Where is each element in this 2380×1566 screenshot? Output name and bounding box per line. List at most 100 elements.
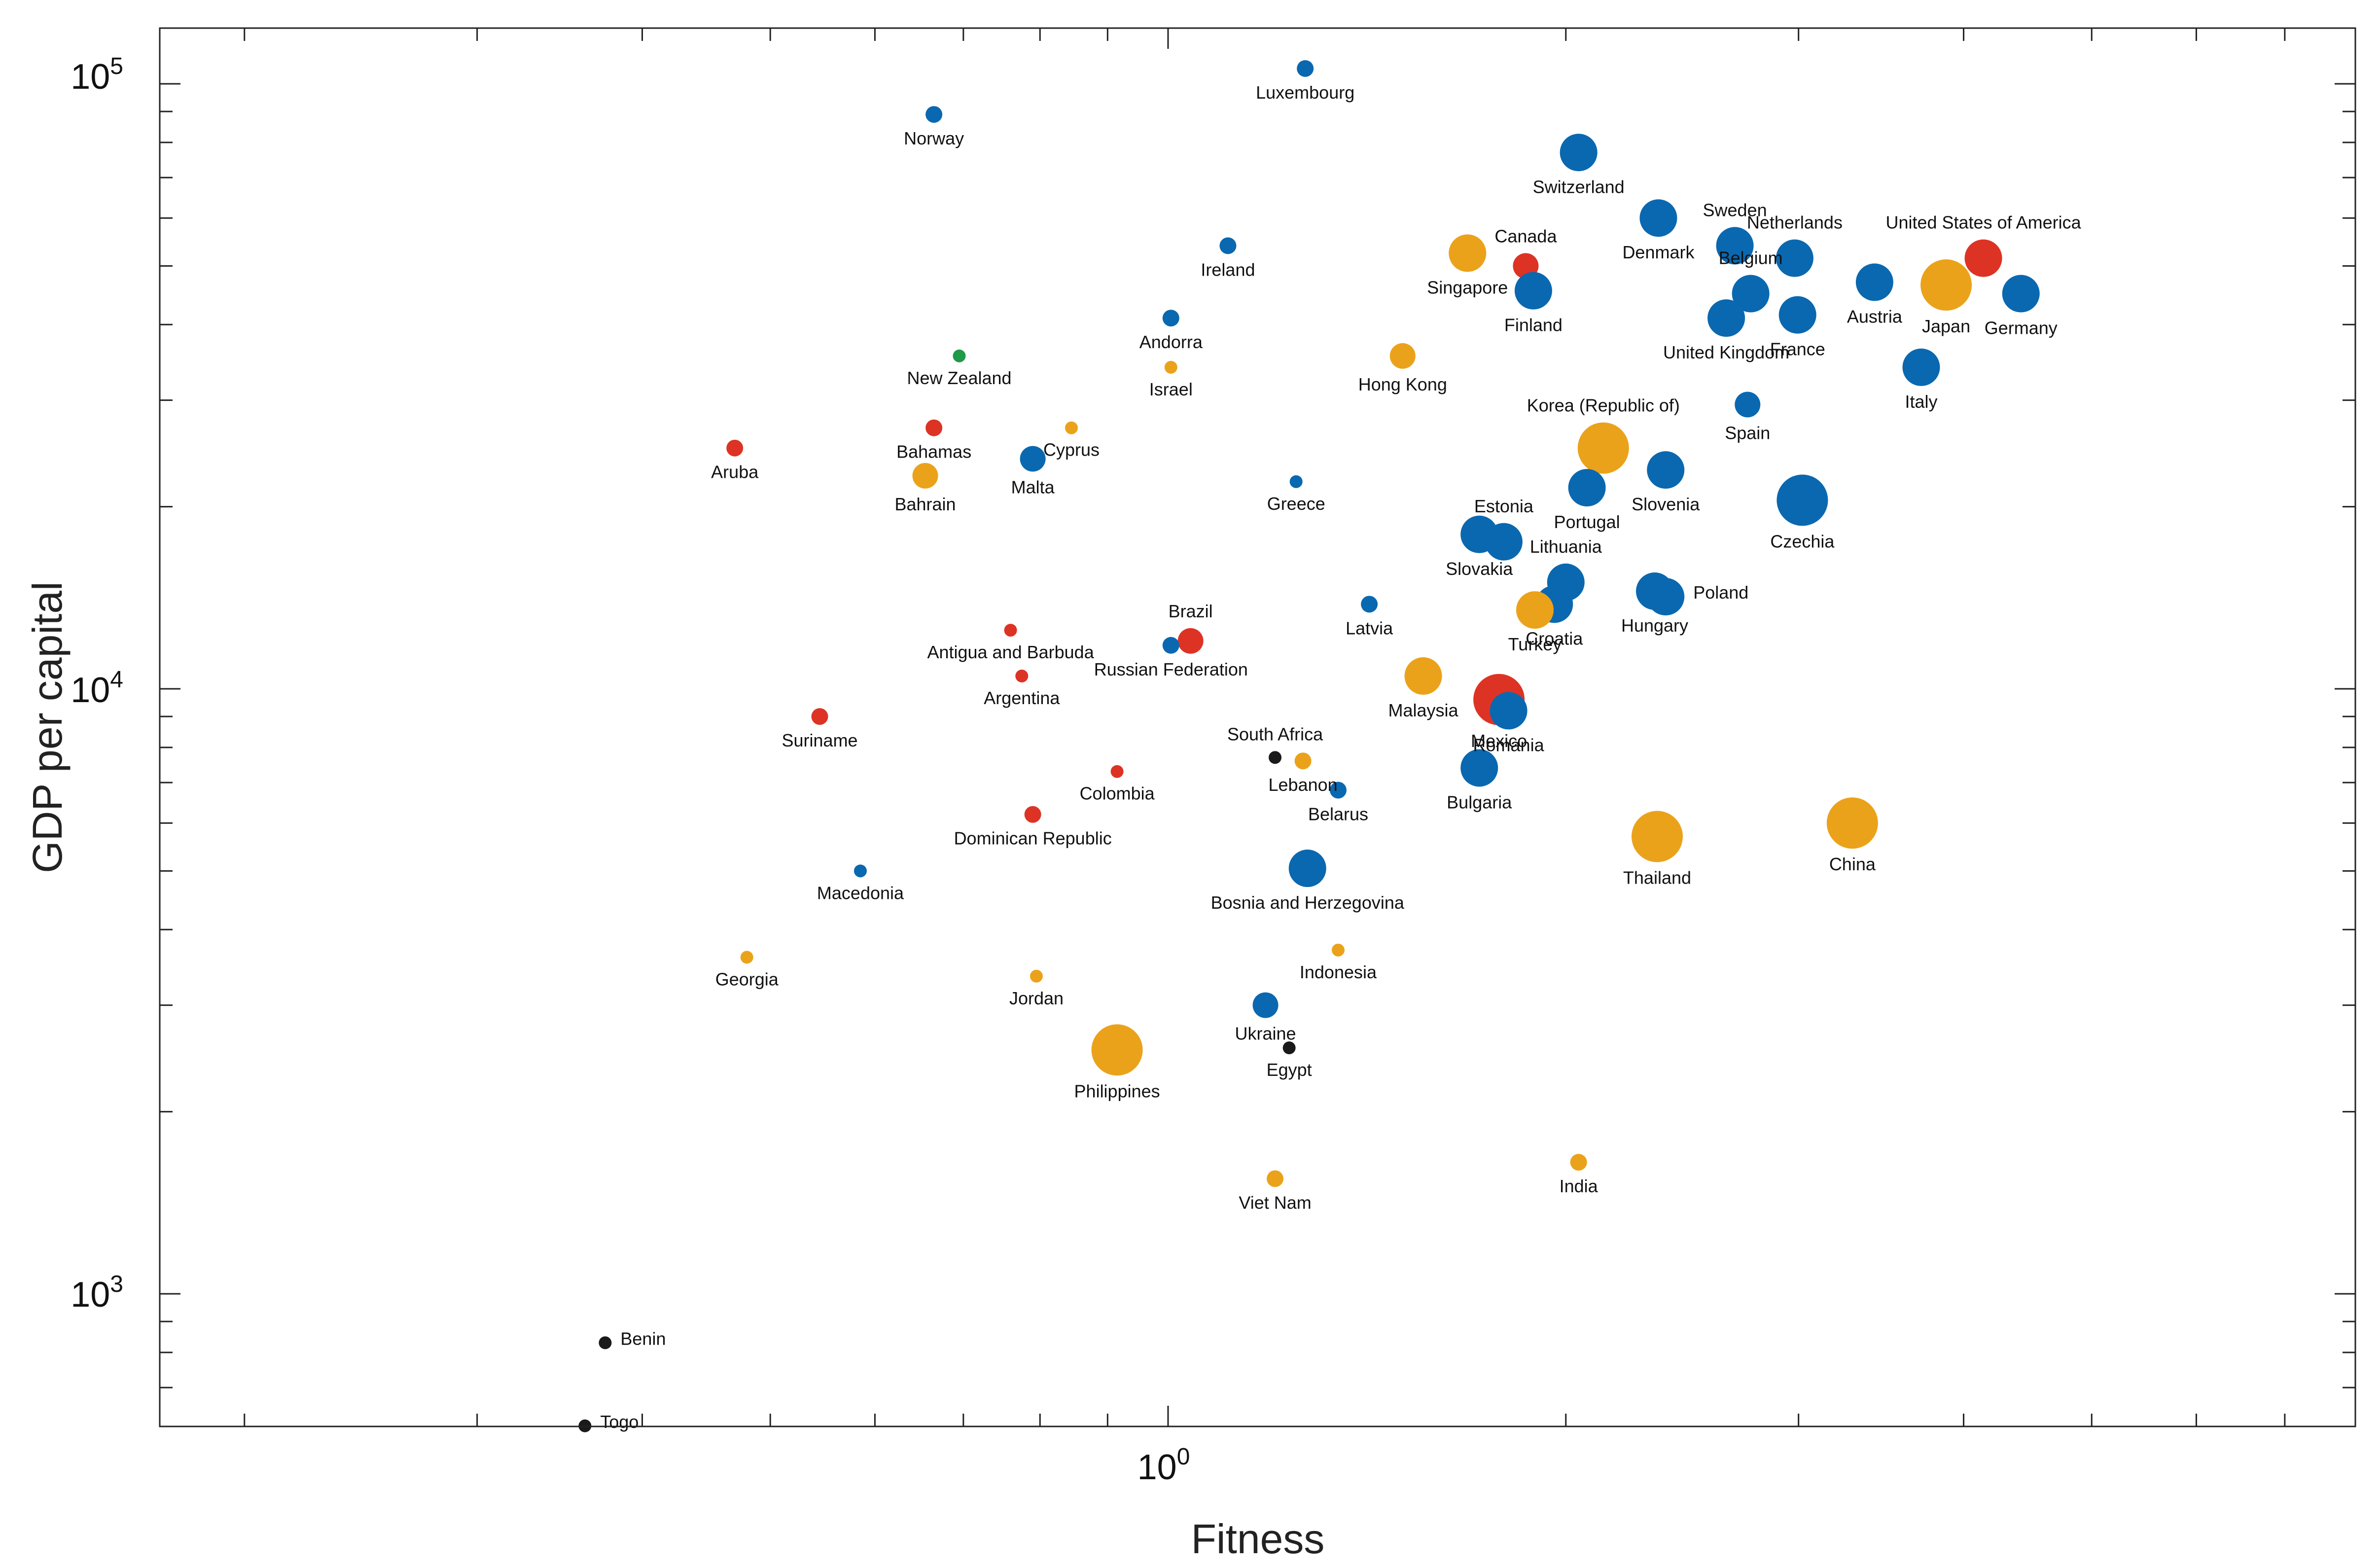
point-latvia (1361, 596, 1378, 613)
label-lebanon: Lebanon (1269, 775, 1338, 795)
point-aruba (726, 439, 744, 457)
point-dominican-republic (1024, 806, 1041, 823)
label-andorra: Andorra (1139, 332, 1203, 352)
point-italy (1902, 348, 1940, 386)
label-ireland: Ireland (1201, 259, 1255, 280)
point-egypt (1282, 1041, 1296, 1055)
axis-ticks (160, 28, 2355, 1426)
label-new-zealand: New Zealand (907, 368, 1011, 388)
point-malaysia (1404, 657, 1442, 695)
label-malaysia: Malaysia (1388, 700, 1459, 720)
point-colombia (1110, 765, 1124, 778)
point-sweden (1716, 227, 1754, 265)
point-malta (1020, 446, 1046, 472)
label-greece: Greece (1267, 494, 1325, 514)
label-netherlands: Netherlands (1747, 213, 1843, 233)
label-indonesia: Indonesia (1300, 962, 1377, 982)
point-thailand (1631, 811, 1683, 862)
point-united-states-of-america (1964, 239, 2002, 277)
label-suriname: Suriname (782, 730, 858, 750)
label-togo: Togo (600, 1412, 639, 1432)
label-bulgaria: Bulgaria (1447, 792, 1512, 812)
point-macedonia (853, 864, 867, 878)
point-jordan (1030, 969, 1043, 983)
point-czechia (1776, 474, 1828, 526)
label-norway: Norway (904, 128, 964, 148)
label-japan: Japan (1922, 316, 1970, 336)
y-tick-label-1e4: 104 (71, 667, 123, 710)
point-bulgaria (1460, 749, 1498, 787)
label-slovakia: Slovakia (1446, 559, 1513, 579)
point-germany (2002, 275, 2040, 313)
y-axis-title: GDP per capital (24, 581, 71, 873)
point-belgium (1732, 275, 1770, 313)
label-israel: Israel (1149, 379, 1193, 399)
point-portugal (1568, 469, 1606, 507)
point-andorra (1162, 310, 1179, 327)
label-malta: Malta (1011, 477, 1055, 497)
point-antigua-and-barbuda (1004, 624, 1017, 637)
point-poland (1647, 578, 1685, 616)
point-hong-kong (1389, 343, 1416, 369)
point-netherlands (1776, 239, 1813, 277)
point-benin (599, 1336, 612, 1350)
label-germany: Germany (1985, 318, 2058, 338)
label-estonia: Estonia (1474, 496, 1534, 516)
point-georgia (740, 951, 753, 964)
label-bahrain: Bahrain (894, 494, 956, 514)
data-labels: Luxembourg Norway Switzerland Denmark Sweden… (600, 82, 2081, 1432)
point-russian-federation (1162, 637, 1179, 654)
label-hong-kong: Hong Kong (1358, 374, 1447, 394)
point-finland (1514, 272, 1552, 310)
point-japan (1920, 259, 1972, 311)
label-thailand: Thailand (1623, 868, 1691, 888)
point-switzerland (1560, 134, 1598, 172)
data-points (578, 60, 2040, 1432)
point-ireland (1219, 237, 1237, 254)
label-philippines: Philippines (1074, 1081, 1160, 1101)
point-viet-nam (1267, 1170, 1284, 1187)
label-spain: Spain (1725, 423, 1770, 443)
point-brazil (1177, 628, 1204, 654)
label-austria: Austria (1847, 306, 1903, 326)
label-benin: Benin (620, 1328, 666, 1349)
point-romania (1490, 692, 1527, 730)
label-united-kingdom: United Kingdom (1663, 342, 1789, 362)
point-indonesia (1331, 943, 1345, 957)
plot-frame (159, 27, 2356, 1427)
point-bosnia-and-herzegovina (1288, 850, 1326, 888)
label-korea-republic-of: Korea (Republic of) (1527, 395, 1680, 416)
label-hungary: Hungary (1621, 615, 1688, 636)
label-viet-nam: Viet Nam (1239, 1192, 1311, 1212)
y-tick-label-1e5: 105 (71, 53, 123, 97)
label-slovenia: Slovenia (1632, 494, 1700, 514)
label-croatia: Croatia (1526, 628, 1583, 648)
label-france: France (1770, 339, 1825, 359)
point-austria (1855, 263, 1893, 301)
label-bosnia-and-herzegovina: Bosnia and Herzegovina (1211, 892, 1405, 913)
label-russian-federation: Russian Federation (1094, 659, 1248, 679)
point-china (1826, 797, 1878, 849)
point-india (1570, 1154, 1587, 1171)
label-romania: Romania (1473, 735, 1545, 755)
point-luxembourg (1297, 60, 1314, 77)
label-belgium: Belgium (1719, 248, 1783, 268)
label-portugal: Portugal (1554, 512, 1620, 532)
point-philippines (1091, 1024, 1143, 1076)
label-jordan: Jordan (1009, 988, 1064, 1008)
label-south-africa: South Africa (1227, 724, 1323, 744)
label-brazil: Brazil (1169, 601, 1213, 621)
label-china: China (1829, 854, 1876, 874)
point-turkey (1516, 591, 1554, 629)
point-argentina (1015, 670, 1029, 683)
point-france (1778, 296, 1816, 334)
point-bahrain (912, 463, 938, 489)
label-czechia: Czechia (1770, 531, 1835, 551)
label-bahamas: Bahamas (896, 442, 971, 462)
label-latvia: Latvia (1346, 618, 1393, 638)
point-lebanon (1294, 752, 1312, 770)
label-finland: Finland (1504, 315, 1563, 335)
point-belarus (1329, 782, 1347, 799)
label-aruba: Aruba (711, 462, 759, 482)
